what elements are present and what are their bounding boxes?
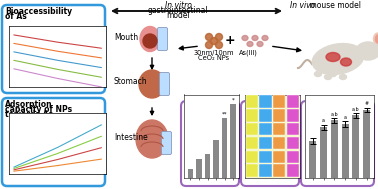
Text: a,b: a,b xyxy=(331,112,338,116)
Text: Elemental: Elemental xyxy=(188,103,232,112)
Bar xyxy=(310,141,316,178)
Text: #: # xyxy=(365,101,369,106)
FancyBboxPatch shape xyxy=(158,28,167,50)
Text: In vivo: In vivo xyxy=(290,1,315,10)
Circle shape xyxy=(206,42,212,49)
FancyBboxPatch shape xyxy=(246,109,258,122)
Ellipse shape xyxy=(339,74,347,80)
FancyBboxPatch shape xyxy=(301,101,374,186)
Bar xyxy=(231,105,236,178)
FancyBboxPatch shape xyxy=(246,95,258,108)
FancyBboxPatch shape xyxy=(273,164,285,177)
Ellipse shape xyxy=(139,70,165,98)
Ellipse shape xyxy=(252,36,258,40)
Ellipse shape xyxy=(356,42,378,60)
FancyBboxPatch shape xyxy=(259,137,272,149)
Circle shape xyxy=(215,42,223,49)
FancyBboxPatch shape xyxy=(287,123,299,135)
Ellipse shape xyxy=(140,26,160,51)
Bar xyxy=(342,124,349,178)
Bar xyxy=(363,110,370,178)
FancyBboxPatch shape xyxy=(273,109,285,122)
FancyBboxPatch shape xyxy=(273,123,285,135)
Bar xyxy=(213,140,219,178)
Ellipse shape xyxy=(375,35,378,43)
FancyBboxPatch shape xyxy=(246,164,258,177)
Ellipse shape xyxy=(257,42,263,46)
Text: Adsorption: Adsorption xyxy=(5,100,53,109)
Bar xyxy=(320,127,327,178)
FancyBboxPatch shape xyxy=(259,151,272,163)
FancyBboxPatch shape xyxy=(259,164,272,177)
Text: Bioaccessibility: Bioaccessibility xyxy=(5,7,72,16)
Ellipse shape xyxy=(314,71,322,77)
Bar xyxy=(196,159,202,178)
Text: +: + xyxy=(225,35,235,47)
Text: distribution: distribution xyxy=(184,109,235,118)
FancyBboxPatch shape xyxy=(259,109,272,122)
FancyBboxPatch shape xyxy=(246,137,258,149)
FancyBboxPatch shape xyxy=(241,101,299,186)
Circle shape xyxy=(215,33,223,40)
FancyBboxPatch shape xyxy=(273,137,285,149)
FancyBboxPatch shape xyxy=(287,151,299,163)
Text: Toxicity: Toxicity xyxy=(321,103,354,112)
Ellipse shape xyxy=(262,36,268,40)
Text: of As: of As xyxy=(5,12,27,21)
Text: 30nm/10nm: 30nm/10nm xyxy=(194,50,234,56)
Ellipse shape xyxy=(312,43,364,74)
Text: model: model xyxy=(166,11,190,20)
FancyBboxPatch shape xyxy=(287,137,299,149)
Text: CeO₂ NPs: CeO₂ NPs xyxy=(198,55,229,61)
FancyBboxPatch shape xyxy=(259,95,272,108)
Ellipse shape xyxy=(136,120,168,158)
Text: towards As: towards As xyxy=(5,110,53,119)
Text: a,b: a,b xyxy=(352,106,360,112)
Bar xyxy=(352,115,359,178)
Ellipse shape xyxy=(247,42,253,46)
Circle shape xyxy=(206,33,212,40)
Text: Mouth: Mouth xyxy=(114,33,138,42)
FancyBboxPatch shape xyxy=(287,164,299,177)
Bar xyxy=(222,118,228,178)
Text: gastrointestinal: gastrointestinal xyxy=(148,6,208,15)
Text: As(III): As(III) xyxy=(239,50,257,57)
Text: metabolism: metabolism xyxy=(245,109,295,118)
Text: In vitro: In vitro xyxy=(164,1,191,10)
FancyBboxPatch shape xyxy=(2,98,105,186)
Text: a: a xyxy=(322,118,325,123)
Text: mouse model: mouse model xyxy=(307,1,361,10)
Text: *: * xyxy=(232,98,235,103)
Text: a: a xyxy=(344,115,347,120)
Bar xyxy=(187,169,193,178)
Text: Intestine: Intestine xyxy=(114,132,148,142)
Bar xyxy=(331,121,338,178)
Bar xyxy=(205,154,211,178)
Ellipse shape xyxy=(373,33,378,45)
FancyBboxPatch shape xyxy=(273,151,285,163)
FancyBboxPatch shape xyxy=(161,132,172,154)
Text: **: ** xyxy=(222,111,228,116)
FancyBboxPatch shape xyxy=(246,151,258,163)
Text: Stomach: Stomach xyxy=(114,77,148,87)
Ellipse shape xyxy=(341,58,352,66)
FancyBboxPatch shape xyxy=(287,109,299,122)
Ellipse shape xyxy=(242,36,248,40)
FancyBboxPatch shape xyxy=(273,95,285,108)
Circle shape xyxy=(211,37,217,44)
FancyBboxPatch shape xyxy=(160,73,169,95)
Text: capacity of NPs: capacity of NPs xyxy=(5,105,72,114)
FancyBboxPatch shape xyxy=(2,5,105,93)
Ellipse shape xyxy=(143,34,157,48)
FancyBboxPatch shape xyxy=(246,123,258,135)
FancyBboxPatch shape xyxy=(287,95,299,108)
Text: As: As xyxy=(265,103,275,112)
FancyBboxPatch shape xyxy=(181,101,239,186)
Ellipse shape xyxy=(326,53,340,61)
Ellipse shape xyxy=(330,71,336,77)
FancyBboxPatch shape xyxy=(259,123,272,135)
Ellipse shape xyxy=(324,74,332,80)
